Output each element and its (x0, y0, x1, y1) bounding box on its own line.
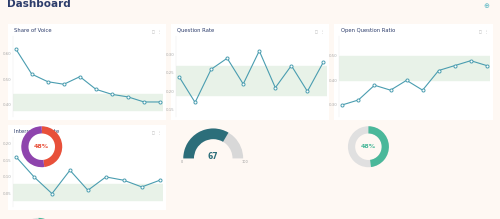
Wedge shape (184, 129, 228, 158)
Bar (12, 94, 164, 110)
Text: ⓘ  ⋮: ⓘ ⋮ (316, 29, 325, 33)
Text: ⓘ  ⋮: ⓘ ⋮ (152, 130, 162, 134)
Text: Dashboard: Dashboard (8, 0, 72, 9)
Text: ⓘ  ⋮: ⓘ ⋮ (152, 29, 162, 33)
Wedge shape (184, 129, 243, 158)
Bar (12, 184, 164, 200)
Text: Interruption Rate: Interruption Rate (14, 129, 60, 134)
Text: 0: 0 (180, 160, 183, 164)
Text: 67: 67 (208, 152, 218, 161)
Text: 48%: 48% (34, 144, 50, 149)
Text: 48%: 48% (361, 144, 376, 149)
Text: 100: 100 (242, 160, 248, 164)
Bar (339, 56, 490, 80)
Text: ⓘ  ⋮: ⓘ ⋮ (478, 29, 488, 33)
Wedge shape (38, 218, 48, 219)
Wedge shape (42, 126, 62, 167)
Bar (176, 66, 326, 95)
Wedge shape (348, 126, 389, 167)
Wedge shape (20, 218, 57, 219)
Text: Share of Voice: Share of Voice (14, 28, 52, 33)
Text: ⊕: ⊕ (483, 3, 489, 9)
Text: Question Rate: Question Rate (178, 28, 214, 33)
Text: Open Question Ratio: Open Question Ratio (340, 28, 395, 33)
Wedge shape (368, 126, 389, 167)
Wedge shape (22, 126, 44, 167)
